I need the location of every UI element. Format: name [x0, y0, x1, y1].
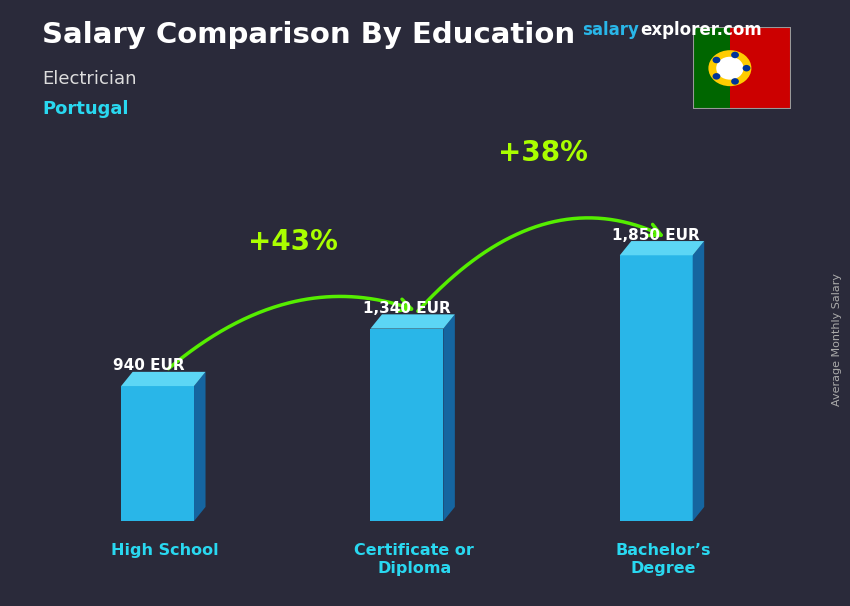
Text: Salary Comparison By Education: Salary Comparison By Education [42, 21, 575, 49]
Polygon shape [620, 255, 693, 521]
Polygon shape [122, 386, 194, 521]
Text: Electrician: Electrician [42, 70, 137, 88]
Text: +43%: +43% [248, 228, 338, 256]
Polygon shape [371, 328, 444, 521]
Circle shape [731, 52, 739, 58]
Text: explorer.com: explorer.com [640, 21, 762, 39]
Circle shape [731, 78, 739, 85]
Polygon shape [194, 372, 206, 521]
Polygon shape [693, 241, 704, 521]
Polygon shape [693, 27, 730, 109]
Polygon shape [620, 241, 704, 255]
Circle shape [708, 50, 751, 86]
Polygon shape [730, 27, 790, 109]
Circle shape [743, 65, 751, 72]
Polygon shape [122, 372, 206, 386]
Circle shape [717, 57, 744, 79]
Circle shape [712, 73, 720, 79]
Text: Certificate or
Diploma: Certificate or Diploma [354, 544, 474, 576]
Text: Bachelor’s
Degree: Bachelor’s Degree [615, 544, 711, 576]
Text: salary: salary [582, 21, 639, 39]
Text: 1,340 EUR: 1,340 EUR [363, 301, 450, 316]
Circle shape [712, 57, 720, 63]
Text: Average Monthly Salary: Average Monthly Salary [832, 273, 842, 406]
Text: 940 EUR: 940 EUR [113, 358, 185, 373]
Text: 1,850 EUR: 1,850 EUR [612, 228, 700, 242]
Text: +38%: +38% [497, 139, 587, 167]
Polygon shape [444, 315, 455, 521]
Text: High School: High School [111, 544, 218, 558]
Polygon shape [371, 315, 455, 328]
Text: Portugal: Portugal [42, 100, 129, 118]
